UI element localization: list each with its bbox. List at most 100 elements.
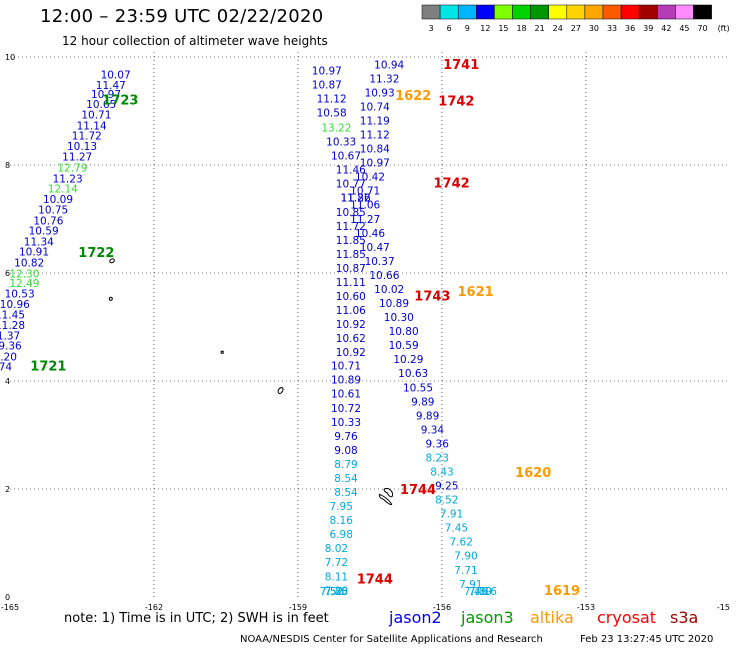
x-tick-label: -156 [433, 603, 451, 612]
swh-value-label: 11.47 [96, 80, 126, 92]
legend-label: 33 [607, 24, 617, 33]
swh-value-label: 11.86 [341, 193, 371, 205]
island-outline [109, 258, 115, 264]
swh-value-label: 11.19 [360, 116, 390, 128]
swh-value-label: 8.23 [426, 452, 449, 464]
swh-value-label: 7.62 [450, 537, 473, 549]
swh-value-label: 9.34 [421, 424, 445, 436]
swh-value-label: 10.72 [331, 403, 361, 415]
legend-label: 9 [465, 24, 470, 33]
pass-time-label: 1621 [458, 285, 494, 300]
swh-value-label: 10.33 [326, 137, 356, 149]
legend-swatch [675, 4, 694, 20]
swh-value-label: 9.89 [416, 410, 439, 422]
legend-swatch [548, 4, 568, 20]
swh-value-label: 10.71 [350, 186, 380, 198]
swh-value-label: 11.14 [77, 120, 107, 132]
credit-line: NOAA/NESDIS Center for Satellite Applica… [240, 634, 543, 645]
swh-value-label: 7.00 [469, 586, 492, 598]
swh-value-label: 10.87 [336, 263, 366, 275]
swh-value-label: 10.37 [365, 256, 395, 268]
swh-value-label: 10.65 [86, 99, 116, 111]
swh-value-label: 10.94 [374, 59, 404, 71]
swh-value-label: 9.08 [334, 445, 357, 457]
legend-swatch [512, 4, 531, 20]
swh-value-label: 10.58 [317, 107, 347, 119]
swh-value-label: 12.30 [9, 268, 39, 280]
swh-value-label: 10.93 [365, 87, 395, 99]
color-legend: 3 6 9 12 15 18 21 24 27 30 33 36 39 42 45 70 (ft) [421, 4, 730, 33]
x-tick-label: -159 [289, 603, 307, 612]
x-tick-label: -15 [717, 603, 730, 612]
island-outline [277, 387, 284, 395]
legend-label: 24 [553, 24, 563, 33]
swh-value-label: 10.59 [29, 226, 59, 238]
swh-value-label: 10.30 [384, 312, 414, 324]
satellite-s3a: s3a [670, 608, 699, 627]
legend-label: 6 [447, 24, 452, 33]
legend-label: 42 [661, 24, 671, 33]
swh-value-label: 10.55 [403, 382, 433, 394]
y-tick-label: 10 [5, 53, 15, 62]
legend-swatch [602, 4, 622, 20]
pass-time-label: 1723 [102, 94, 138, 109]
swh-value-label: 9.74 [0, 362, 12, 374]
swh-value-label: 10.89 [331, 375, 361, 387]
swh-value-label: 8.52 [435, 495, 458, 507]
swh-value-label: 11.72 [336, 221, 366, 233]
swh-value-label: 10.13 [67, 141, 97, 153]
pass-time-label: 1721 [30, 360, 66, 375]
y-tick-label: 0 [5, 593, 10, 602]
y-tick-label: 2 [5, 485, 10, 494]
swh-value-label: 10.97 [312, 65, 342, 77]
swh-value-label: 10.09 [43, 194, 73, 206]
satellite-jason2: jason2 [389, 608, 442, 627]
swh-value-label: 10.66 [369, 270, 399, 282]
swh-value-label: 10.80 [389, 326, 419, 338]
swh-value-label: 10.92 [336, 347, 366, 359]
satellite-jason3: jason3 [461, 608, 514, 627]
generated-timestamp: Feb 23 13:27:45 UTC 2020 [580, 634, 714, 645]
swh-value-label: 10.97 [360, 158, 390, 170]
pass-time-label: 1744 [400, 483, 436, 498]
legend-swatch [457, 4, 477, 20]
swh-value-label: 10.02 [374, 284, 404, 296]
swh-value-label: 9.76 [334, 431, 358, 443]
swh-value-label: 12.49 [9, 278, 39, 290]
swh-value-label: 11.27 [350, 214, 380, 226]
legend-swatch [494, 4, 513, 20]
swh-value-label: 10.82 [14, 258, 44, 270]
pass-time-label: 1742 [438, 95, 474, 110]
pass-time-label: 1742 [434, 177, 470, 192]
swh-value-label: 10.92 [336, 319, 366, 331]
legend-label: 27 [571, 24, 581, 33]
swh-value-label: 11.11 [336, 277, 366, 289]
swh-value-label: 11.23 [53, 173, 83, 185]
swh-value-label: 9.36 [426, 438, 450, 450]
swh-value-label: 7.85 [325, 586, 348, 598]
swh-value-label: 7.72 [325, 557, 348, 569]
axis-ticks: -165 -162 -159 -156 -153 -15 10 8 6 4 2 0 [1, 53, 730, 612]
swh-value-label: 10.84 [360, 144, 390, 156]
map-title: 12:00 – 23:59 UTC 02/22/2020 [40, 6, 324, 27]
legend-label: 18 [516, 24, 526, 33]
swh-value-label: 10.29 [393, 354, 423, 366]
swh-value-label: 7.28 [325, 586, 348, 598]
x-tick-label: -153 [577, 603, 595, 612]
swh-value-label: 7.52 [320, 586, 343, 598]
swh-value-label: 10.60 [336, 291, 366, 303]
swh-value-label: 7.52 [320, 586, 343, 598]
swh-value-label: 13.22 [321, 123, 351, 135]
island-outline [108, 296, 113, 301]
legend-label: 3 [429, 24, 434, 33]
swh-value-label: 8.11 [325, 571, 348, 583]
swh-value-label: 8.54 [334, 473, 358, 485]
swh-value-label: 11.32 [369, 73, 399, 85]
swh-value-label: 7.16 [474, 586, 498, 598]
swh-value-label: 10.74 [360, 101, 390, 113]
swh-value-label: 10.67 [331, 151, 361, 163]
legend-swatch [421, 4, 441, 20]
legend-swatch [638, 4, 658, 20]
swh-value-label: 10.96 [0, 299, 30, 311]
